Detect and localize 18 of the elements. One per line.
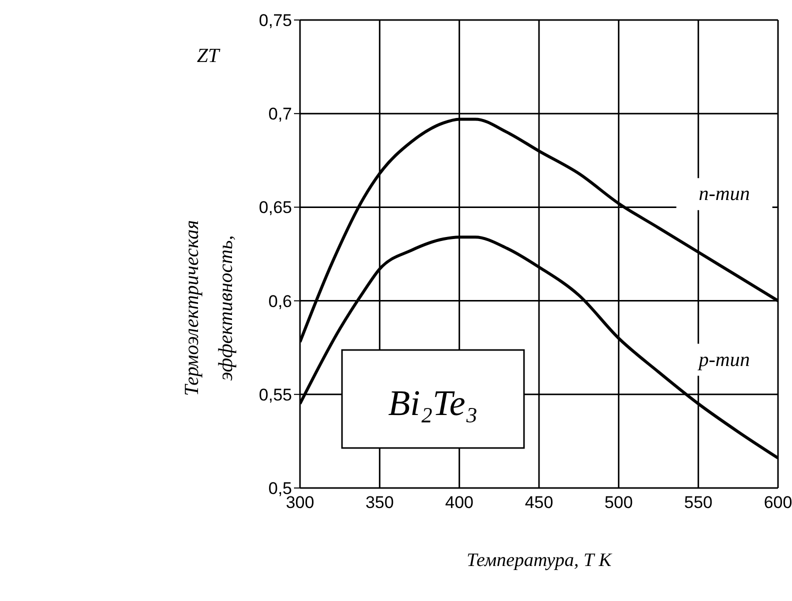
x-tick-label: 300 bbox=[286, 493, 314, 512]
y-axis-title: Термоэлектрическая эффективность, bbox=[181, 220, 237, 396]
x-tick-label: 400 bbox=[445, 493, 474, 512]
y-tick-label: 0,55 bbox=[258, 385, 292, 404]
text: n-тип bbox=[698, 183, 750, 206]
y-tick-label: 0,65 bbox=[258, 198, 292, 218]
x-tick-label: 450 bbox=[524, 493, 554, 512]
x-tick-label: 600 bbox=[764, 493, 792, 512]
text: ZT bbox=[196, 45, 221, 67]
y-tick-label: 0,7 bbox=[268, 104, 292, 124]
x-tick-label: 500 bbox=[604, 493, 633, 512]
y-tick-label: 0,6 bbox=[268, 292, 292, 311]
y-tick-label: 0,75 bbox=[258, 11, 292, 30]
series-label: p-тип bbox=[696, 348, 750, 371]
annotation: Bi₂Te₃ bbox=[388, 383, 478, 423]
x-axis-title: Температура, Т К bbox=[466, 550, 613, 571]
x-tick-label: 350 bbox=[365, 493, 394, 512]
x-tick-label: 550 bbox=[684, 493, 713, 512]
